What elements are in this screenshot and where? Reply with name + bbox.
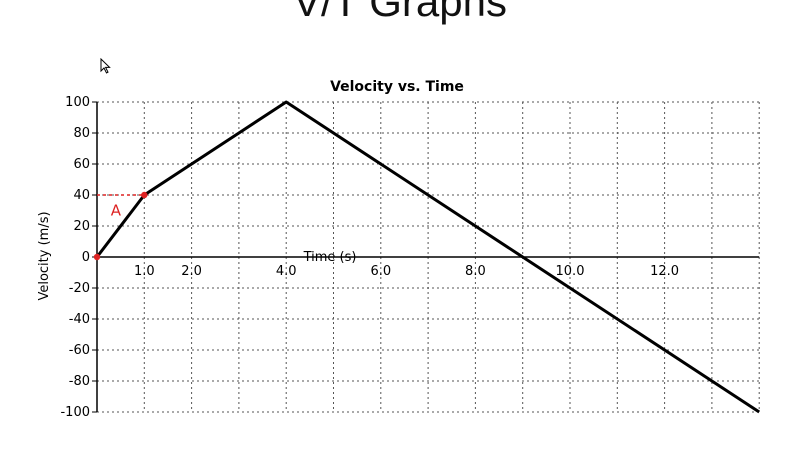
x-tick-label: 4.0 [276, 264, 297, 279]
mouse-cursor-icon [100, 58, 111, 74]
data-point-marker [93, 253, 101, 261]
y-tick-label: 40 [73, 188, 90, 203]
y-tick-label: 80 [73, 126, 90, 141]
x-tick-label: 2.0 [181, 264, 202, 279]
x-tick-label: 6.0 [370, 264, 391, 279]
series-layer: A [93, 100, 761, 414]
series-line [95, 100, 761, 414]
y-tick-label: 20 [73, 219, 90, 234]
y-tick-label: 60 [73, 157, 90, 172]
x-axis-label: Time (s) [303, 250, 357, 265]
x-tick-label: 12.0 [650, 264, 679, 279]
chart-title: Velocity vs. Time [330, 79, 464, 95]
x-tick-label: 10.0 [556, 264, 585, 279]
y-tick-label: -100 [60, 405, 90, 420]
y-tick-label: 0 [82, 250, 90, 265]
y-axis-label: Velocity (m/s) [37, 211, 52, 300]
x-tick-label: 1.0 [134, 264, 155, 279]
y-tick-label: 100 [65, 95, 90, 110]
data-point-marker [141, 191, 148, 199]
slide-title: V/T Graphs [293, 0, 507, 25]
tick-labels: 100 80 60 40 20 0 -20 -40 -60 -80 -100 1.0 2.0 4.0 6.0… [60, 95, 679, 420]
y-tick-label: -40 [69, 312, 90, 327]
y-tick-label: -60 [69, 343, 90, 358]
x-tick-label: 8.0 [465, 264, 486, 279]
y-tick-label: -80 [69, 374, 90, 389]
y-tick-label: -20 [69, 281, 90, 296]
annotation-label: A [111, 202, 122, 220]
